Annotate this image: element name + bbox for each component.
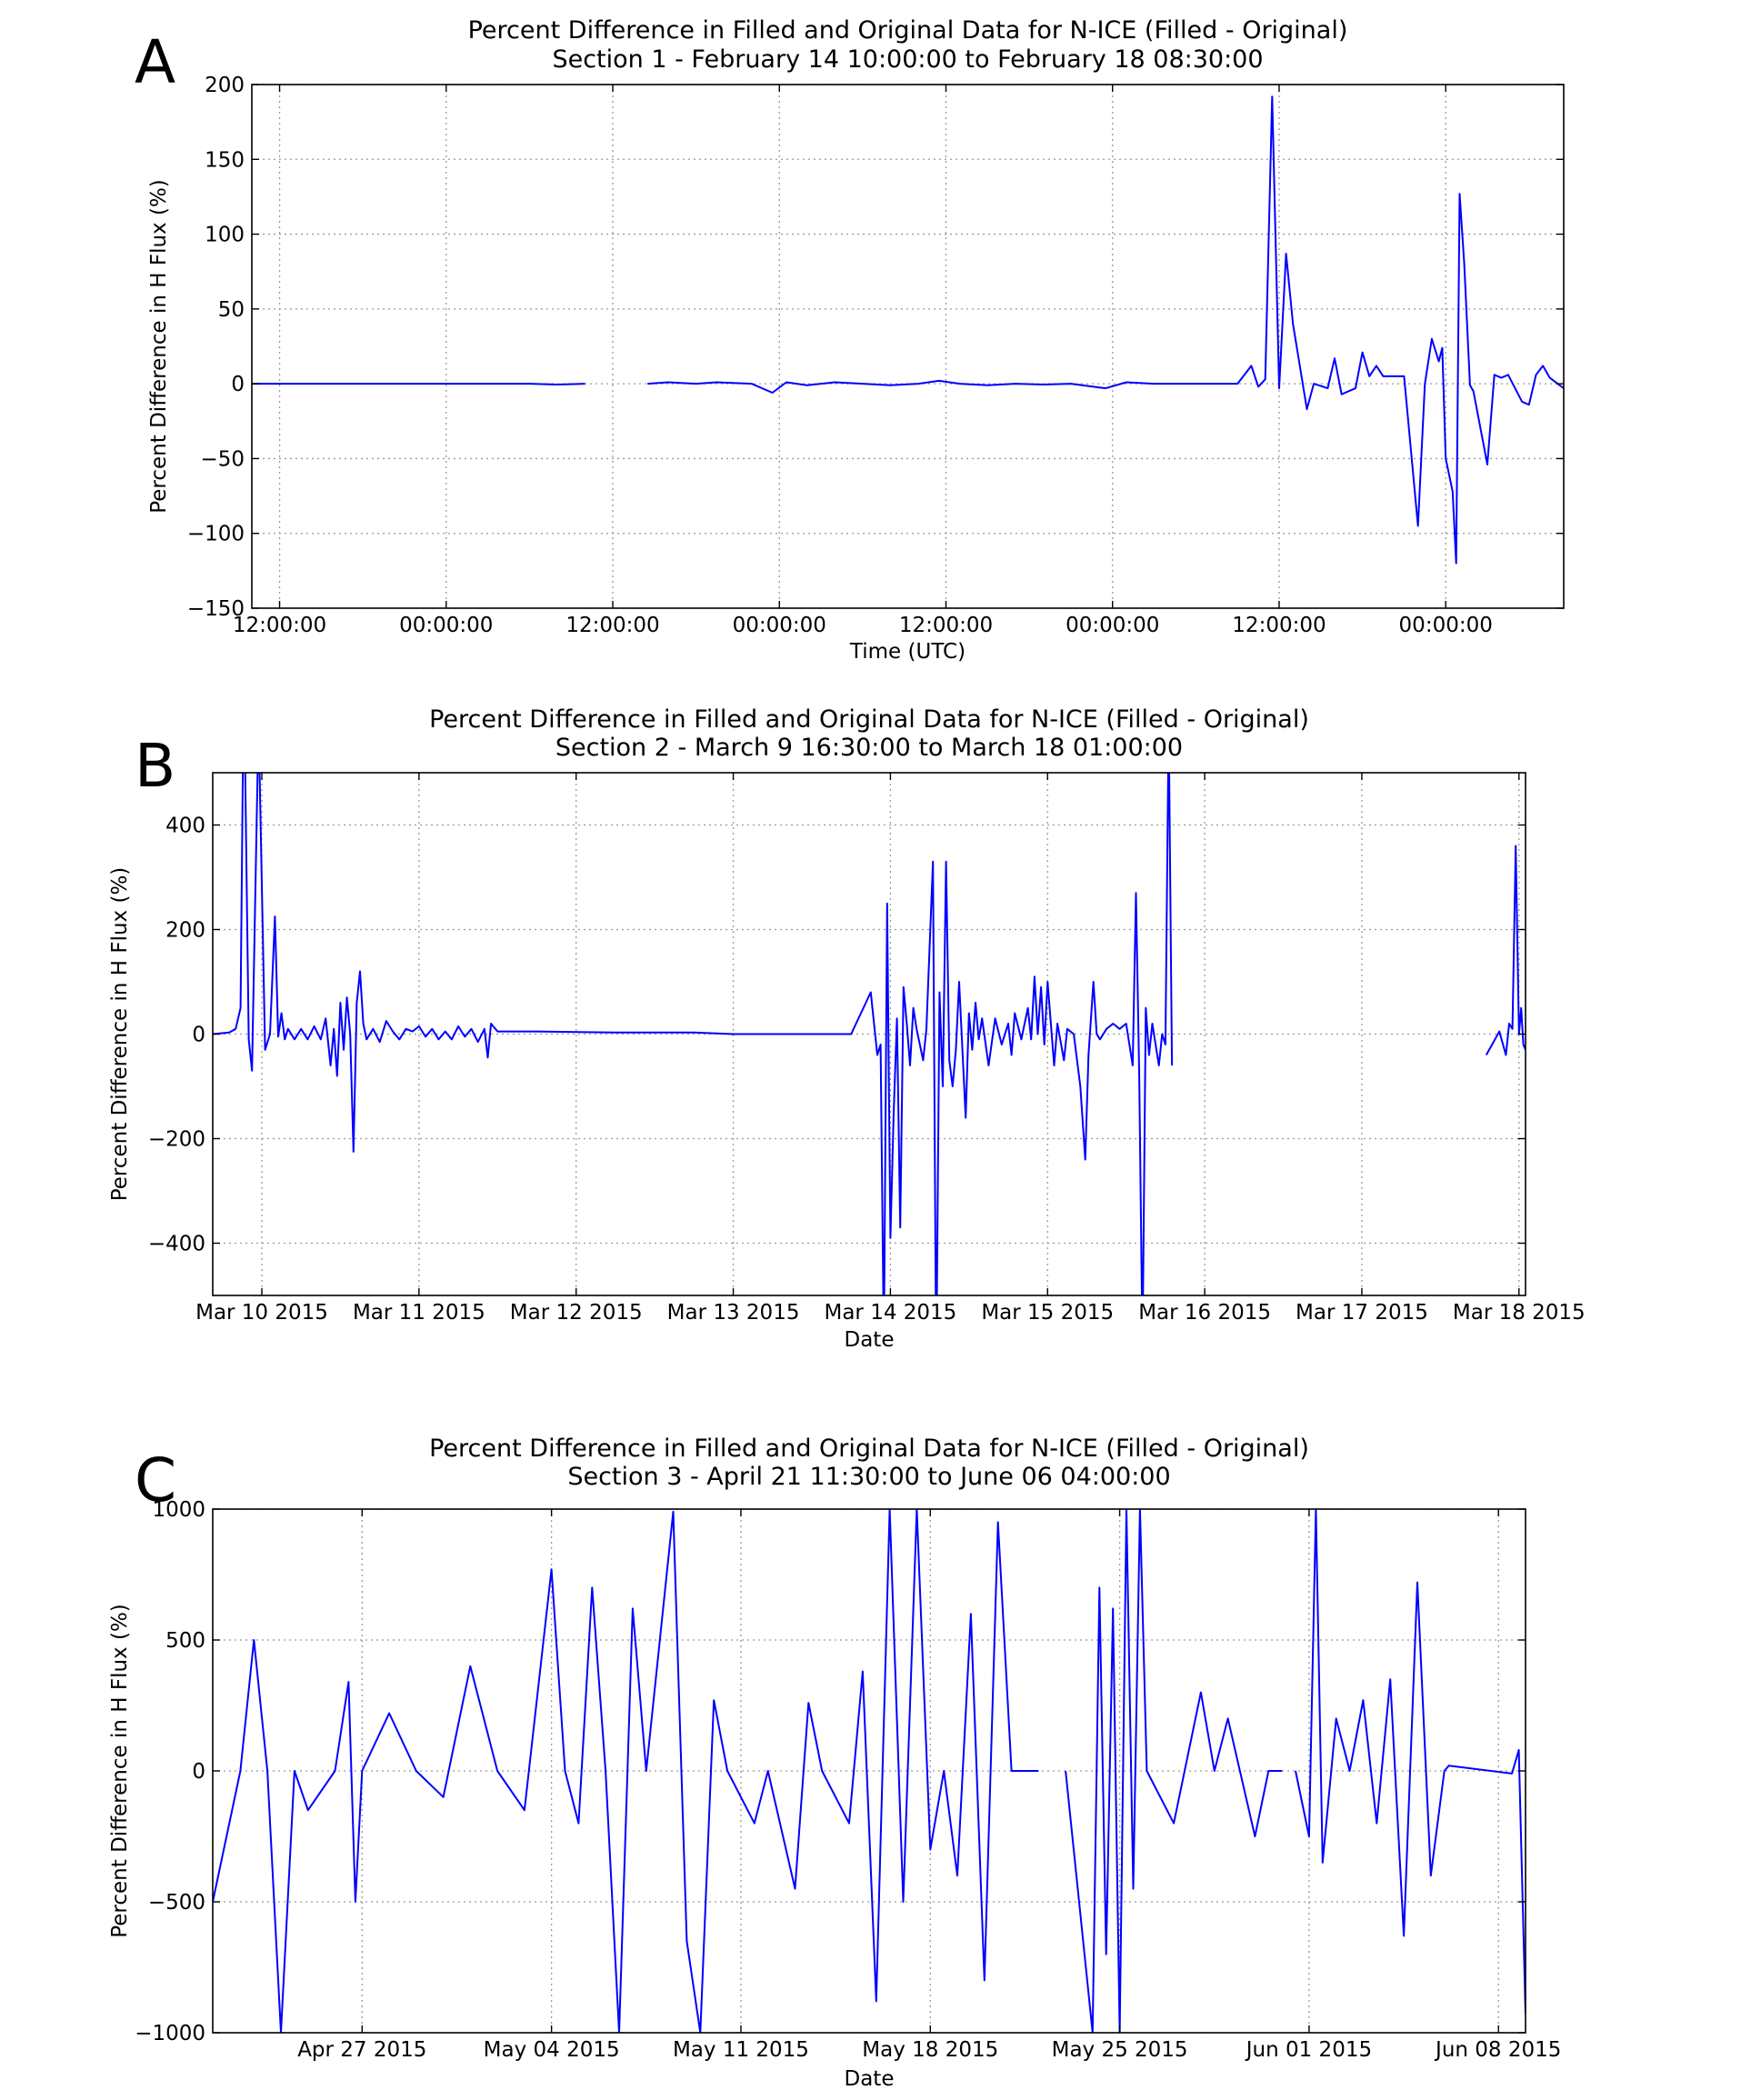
panel-letter-c: C bbox=[135, 1445, 177, 1515]
x-tick-label: Mar 18 2015 bbox=[1453, 1301, 1586, 1325]
y-axis-label: Percent Difference in H Flux (%) bbox=[147, 179, 171, 514]
y-tick-label: 150 bbox=[205, 148, 245, 172]
plot-frame bbox=[251, 84, 1565, 609]
y-tick-label: −1000 bbox=[135, 2022, 205, 2045]
x-tick-label: Jun 01 2015 bbox=[1245, 2038, 1372, 2062]
x-tick-label: 12:00:00 bbox=[565, 614, 659, 637]
y-tick-label: −50 bbox=[200, 447, 245, 471]
x-tick-label: 12:00:00 bbox=[899, 614, 993, 637]
series-line bbox=[213, 773, 1174, 1295]
x-tick-label: Mar 16 2015 bbox=[1138, 1301, 1271, 1325]
x-tick-label: Mar 13 2015 bbox=[667, 1301, 800, 1325]
x-tick-label: Mar 10 2015 bbox=[195, 1301, 328, 1325]
x-tick-label: May 25 2015 bbox=[1052, 2038, 1188, 2062]
series-line bbox=[1295, 1509, 1526, 2015]
x-tick-label: Mar 15 2015 bbox=[981, 1301, 1114, 1325]
y-axis-label: Percent Difference in H Flux (%) bbox=[108, 867, 132, 1202]
series-line bbox=[1485, 845, 1526, 1056]
y-tick-label: −150 bbox=[187, 597, 245, 621]
series-line bbox=[1065, 1509, 1283, 2033]
x-tick-label: 12:00:00 bbox=[233, 614, 326, 637]
x-axis-label: Date bbox=[845, 1328, 895, 1352]
y-tick-label: 0 bbox=[192, 1760, 205, 1784]
y-tick-label: 1000 bbox=[152, 1498, 205, 1522]
chart-title: Percent Difference in Filled and Origina… bbox=[468, 16, 1348, 45]
panel-letter-a: A bbox=[135, 27, 176, 97]
x-tick-label: Apr 27 2015 bbox=[297, 2038, 426, 2062]
x-tick-label: Mar 12 2015 bbox=[510, 1301, 643, 1325]
y-tick-label: 0 bbox=[231, 373, 245, 396]
x-tick-label: 00:00:00 bbox=[399, 614, 493, 637]
y-axis-label: Percent Difference in H Flux (%) bbox=[108, 1604, 132, 1938]
x-tick-label: 00:00:00 bbox=[1399, 614, 1493, 637]
x-axis-label: Time (UTC) bbox=[849, 640, 966, 664]
chart-title: Percent Difference in Filled and Origina… bbox=[429, 705, 1309, 734]
x-tick-label: May 04 2015 bbox=[484, 2038, 620, 2062]
y-tick-label: −200 bbox=[148, 1128, 205, 1152]
y-tick-label: −500 bbox=[148, 1891, 205, 1915]
x-tick-label: 12:00:00 bbox=[1232, 614, 1326, 637]
series-line bbox=[252, 383, 585, 385]
chart-subtitle: Section 2 - March 9 16:30:00 to March 18… bbox=[555, 734, 1183, 762]
x-axis-label: Date bbox=[845, 2067, 895, 2091]
y-tick-label: 200 bbox=[165, 919, 205, 943]
y-tick-label: 50 bbox=[218, 298, 245, 322]
x-tick-label: Jun 08 2015 bbox=[1434, 2038, 1561, 2062]
x-tick-label: May 18 2015 bbox=[862, 2038, 998, 2062]
y-tick-label: 200 bbox=[205, 74, 245, 97]
y-tick-label: 500 bbox=[165, 1629, 205, 1653]
chart-subtitle: Section 1 - February 14 10:00:00 to Febr… bbox=[552, 45, 1263, 74]
chart-panel-b: B Percent Difference in Filled and Origi… bbox=[0, 700, 1741, 1391]
x-tick-label: May 11 2015 bbox=[673, 2038, 809, 2062]
chart-panel-c: C Percent Difference in Filled and Origi… bbox=[0, 1418, 1741, 2100]
x-tick-label: 00:00:00 bbox=[1066, 614, 1159, 637]
chart-a: Percent Difference in Filled and Origina… bbox=[147, 16, 1565, 664]
chart-subtitle: Section 3 - April 21 11:30:00 to June 06… bbox=[567, 1463, 1170, 1491]
x-tick-label: Mar 11 2015 bbox=[353, 1301, 485, 1325]
x-tick-label: Mar 17 2015 bbox=[1296, 1301, 1428, 1325]
x-tick-label: Mar 14 2015 bbox=[824, 1301, 956, 1325]
chart-b: Percent Difference in Filled and Origina… bbox=[108, 705, 1586, 1352]
x-tick-label: 00:00:00 bbox=[733, 614, 826, 637]
y-tick-label: −400 bbox=[148, 1233, 205, 1256]
y-tick-label: 100 bbox=[205, 224, 245, 247]
series-line bbox=[213, 1509, 1039, 2033]
y-tick-label: −100 bbox=[187, 523, 245, 546]
y-tick-label: 400 bbox=[165, 815, 205, 838]
series-line bbox=[647, 95, 1564, 565]
chart-panel-a: A Percent Difference in Filled and Origi… bbox=[0, 0, 1741, 682]
chart-c: Percent Difference in Filled and Origina… bbox=[108, 1435, 1561, 2091]
chart-title: Percent Difference in Filled and Origina… bbox=[429, 1435, 1309, 1463]
y-tick-label: 0 bbox=[192, 1024, 205, 1047]
panel-letter-b: B bbox=[135, 731, 176, 801]
